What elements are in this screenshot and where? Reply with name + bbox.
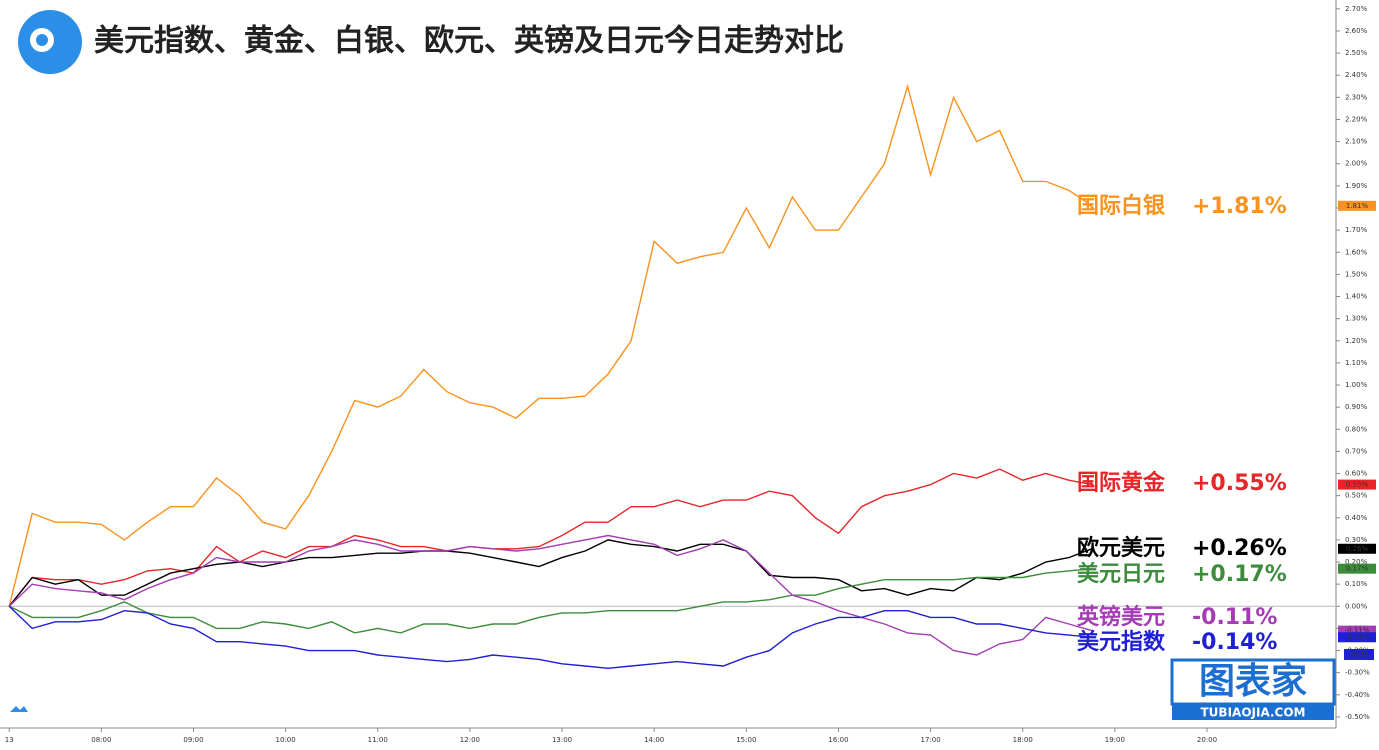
axis-badge bbox=[1338, 563, 1376, 574]
y-tick-label: 0.60% bbox=[1345, 470, 1368, 478]
axis-badge-label: 1.81% bbox=[1346, 202, 1369, 210]
y-tick-label: 2.50% bbox=[1345, 49, 1368, 57]
y-tick-label: 1.20% bbox=[1345, 337, 1368, 345]
y-tick-label: 1.40% bbox=[1345, 293, 1368, 301]
y-tick-label: 1.00% bbox=[1345, 381, 1368, 389]
series-name: 国际白银 bbox=[1077, 193, 1166, 219]
x-tick-label: 11:00 bbox=[368, 736, 388, 744]
y-tick-label: 0.80% bbox=[1345, 425, 1368, 433]
end-label: +0.26% bbox=[1192, 536, 1287, 561]
axis-badge bbox=[1338, 200, 1376, 211]
y-tick-label: 0.50% bbox=[1345, 492, 1368, 500]
x-tick-label: 10:00 bbox=[276, 736, 296, 744]
end-label: +0.55% bbox=[1192, 471, 1287, 496]
y-tick-label: 1.60% bbox=[1345, 248, 1368, 256]
y-tick-label: -0.50% bbox=[1345, 713, 1370, 721]
series-line bbox=[8, 539, 1093, 607]
x-tick-label: 18:00 bbox=[1013, 736, 1033, 744]
y-tick-label: 2.00% bbox=[1345, 160, 1368, 168]
y-tick-label: 0.20% bbox=[1345, 558, 1368, 566]
axis-badge-label: -0.11% bbox=[1345, 627, 1370, 635]
axis-badge bbox=[1338, 479, 1376, 490]
y-tick-label: 1.70% bbox=[1345, 226, 1368, 234]
watermark-url: TUBIAOJIA.COM bbox=[1201, 706, 1306, 720]
x-tick-label: 15:00 bbox=[736, 736, 756, 744]
end-label: +0.17% bbox=[1192, 562, 1287, 587]
end-label: +1.81% bbox=[1192, 194, 1287, 219]
time-badge-label: 00:55 bbox=[1349, 651, 1369, 659]
x-tick-label: 08:00 bbox=[91, 736, 111, 744]
series-name: 美元日元 bbox=[1077, 561, 1165, 587]
logo bbox=[18, 10, 82, 74]
y-tick-label: 0.30% bbox=[1345, 536, 1368, 544]
y-tick-label: 2.30% bbox=[1345, 93, 1368, 101]
y-tick-label: 0.90% bbox=[1345, 403, 1368, 411]
y-tick-label: 0.70% bbox=[1345, 447, 1368, 455]
series-line bbox=[8, 605, 1092, 670]
series-line bbox=[8, 534, 1092, 656]
y-tick-label: 2.40% bbox=[1345, 71, 1368, 79]
x-tick-label: 13 bbox=[5, 736, 14, 744]
y-tick-label: 2.20% bbox=[1345, 115, 1368, 123]
x-tick-label: 12:00 bbox=[460, 736, 480, 744]
x-tick-label: 16:00 bbox=[828, 736, 848, 744]
y-tick-label: 2.10% bbox=[1345, 138, 1368, 146]
time-badge bbox=[1344, 649, 1374, 660]
y-tick-label: -0.30% bbox=[1345, 669, 1370, 677]
series-name: 美元指数 bbox=[1077, 629, 1166, 655]
series-line bbox=[8, 83, 1093, 607]
y-tick-label: -0.40% bbox=[1345, 691, 1370, 699]
y-tick-label: 1.50% bbox=[1345, 270, 1368, 278]
y-tick-label: 1.30% bbox=[1345, 315, 1368, 323]
y-tick-label: 0.00% bbox=[1345, 602, 1368, 610]
axis-badge-label: 0.17% bbox=[1346, 565, 1369, 573]
watermark: 图表家 TUBIAOJIA.COM bbox=[1170, 658, 1336, 720]
y-tick-label: 2.70% bbox=[1345, 5, 1368, 13]
axis-badge-label: -0.14% bbox=[1345, 633, 1370, 641]
y-tick-label: 1.90% bbox=[1345, 182, 1368, 190]
x-tick-label: 13:00 bbox=[552, 736, 572, 744]
x-tick-label: 19:00 bbox=[1105, 736, 1125, 744]
series-name: 英镑美元 bbox=[1077, 604, 1165, 630]
axis-badge-label: 0.26% bbox=[1346, 545, 1369, 553]
x-tick-label: 20:00 bbox=[1197, 736, 1217, 744]
x-tick-label: 09:00 bbox=[183, 736, 203, 744]
y-tick-label: 1.10% bbox=[1345, 359, 1368, 367]
series-line bbox=[8, 468, 1092, 607]
watermark-name: 图表家 bbox=[1199, 661, 1307, 702]
axis-badge-label: 0.55% bbox=[1346, 481, 1369, 489]
x-tick-label: 14:00 bbox=[644, 736, 664, 744]
end-label: -0.14% bbox=[1192, 630, 1277, 655]
series-line bbox=[8, 568, 1092, 634]
chart-title: 美元指数、黄金、白银、欧元、英镑及日元今日走势对比 bbox=[94, 24, 844, 59]
series-name: 国际黄金 bbox=[1077, 470, 1166, 496]
axis-badge bbox=[1338, 632, 1376, 643]
y-tick-label: 0.10% bbox=[1345, 580, 1368, 588]
end-label: -0.11% bbox=[1192, 605, 1277, 630]
y-tick-label: 2.60% bbox=[1345, 27, 1368, 35]
x-tick-label: 17:00 bbox=[920, 736, 940, 744]
series-name: 欧元美元 bbox=[1077, 535, 1165, 561]
axis-badge bbox=[1338, 625, 1376, 636]
tv-icon bbox=[10, 706, 28, 712]
y-tick-label: 0.40% bbox=[1345, 514, 1368, 522]
axis-badge bbox=[1338, 543, 1376, 554]
